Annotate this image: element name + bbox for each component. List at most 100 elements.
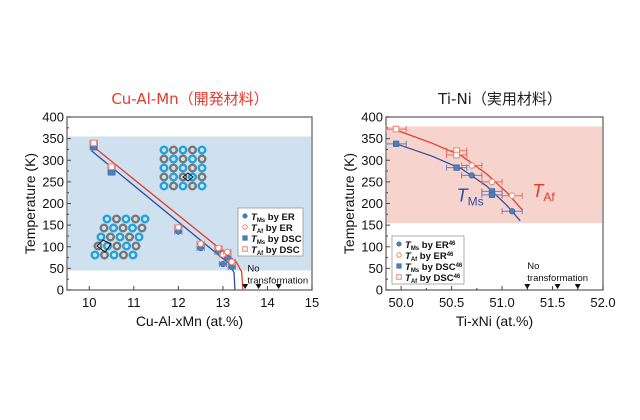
lattice-atom: [130, 214, 140, 224]
x-tick-label: 51.5: [540, 295, 565, 310]
lattice-atom: [159, 172, 169, 182]
x-tick-label: 14: [260, 295, 274, 310]
legend-marker: [396, 241, 402, 247]
legend-box: [237, 207, 304, 257]
legend-marker: [396, 252, 402, 258]
fit-line: [395, 143, 521, 222]
lattice-atom: [187, 154, 197, 164]
lattice-atom: [109, 250, 119, 260]
lattice-atom: [96, 232, 106, 242]
lattice-atom: [178, 172, 188, 182]
data-point: [108, 169, 115, 176]
legend-entry: TAf by DSC: [251, 245, 300, 257]
lattice-atom: [159, 145, 169, 155]
x-tick-label: 12: [171, 295, 185, 310]
x-tick-label: 50.0: [388, 295, 413, 310]
no-transformation-marker: [554, 284, 561, 289]
data-point: [509, 208, 516, 215]
lattice-atom: [159, 181, 169, 191]
legend-entry: TAf by ER: [251, 223, 293, 235]
fit-line: [91, 144, 244, 291]
lattice-atom: [124, 232, 134, 242]
legend-entry: TAf by DSC46: [405, 273, 461, 285]
data-point: [488, 178, 496, 186]
lattice-atom: [134, 232, 144, 242]
legend-entry: TMs by ER: [251, 212, 295, 224]
y-tick-label: 50: [369, 261, 383, 276]
y-tick-label: 150: [361, 218, 383, 233]
no-transformation-label: transformation: [527, 273, 588, 284]
legend-marker: [242, 213, 248, 219]
data-point: [175, 223, 182, 231]
lattice-atom: [187, 163, 197, 173]
lattice-atom: [131, 241, 141, 251]
y-tick-label: 200: [42, 196, 64, 211]
x-tick-label: 51.0: [489, 295, 514, 310]
data-point: [508, 192, 516, 200]
lattice-atom: [137, 223, 147, 233]
y-tick-label: 300: [42, 153, 64, 168]
no-transformation-marker: [242, 284, 249, 289]
right-chart-title: Ti-Ni（実用材料）: [438, 90, 562, 108]
unit-cell: [96, 239, 112, 253]
curve-label: TMs: [457, 185, 484, 208]
legend-marker: [242, 224, 248, 230]
crystal-lattice-illustrations: [90, 145, 207, 260]
lattice-atom: [159, 163, 169, 173]
cu-al-mn-chart: 0 50 100 150 200 250 300 350 400 10 11 12 13 14 15 Cu-A…: [22, 110, 319, 330]
legend-marker: [396, 274, 402, 280]
y-tick-label: 50: [50, 261, 64, 276]
lattice-atom: [112, 241, 122, 251]
x-tick-label: 13: [216, 295, 230, 310]
lattice-atom: [187, 145, 197, 155]
lattice-atom: [178, 154, 188, 164]
no-transformation-label: transformation: [247, 275, 308, 286]
legend-entry: TMs by ER46: [405, 240, 456, 252]
data-point: [453, 164, 460, 171]
shaded-band: [387, 126, 602, 223]
data-point: [488, 191, 496, 198]
no-transformation-marker: [255, 284, 262, 289]
y-tick-label: 200: [361, 196, 383, 211]
lattice-atom: [168, 154, 178, 164]
no-transformation-label: No: [247, 263, 259, 274]
lattice-atom: [99, 223, 109, 233]
lattice-atom: [168, 163, 178, 173]
legend-entry: TMs by DSC: [251, 234, 302, 246]
x-tick-label: 50.5: [439, 295, 464, 310]
data-point: [228, 258, 236, 266]
lattice-atom: [159, 154, 169, 164]
no-transformation-marker: [275, 284, 282, 289]
lattice-atom: [197, 181, 207, 191]
lattice-atom: [127, 223, 137, 233]
x-axis-label: Ti-xNi (at.%): [456, 313, 533, 329]
data-point: [392, 125, 400, 133]
no-transformation-label: No: [527, 261, 539, 272]
legend-box: [391, 235, 465, 285]
data-point: [215, 244, 222, 252]
y-tick-label: 0: [376, 283, 383, 298]
data-point: [468, 162, 476, 169]
lattice-atom: [178, 145, 188, 155]
data-point: [90, 139, 98, 147]
lattice-atom: [115, 232, 125, 242]
legend-entry: TMs by DSC46: [405, 262, 463, 274]
data-point: [468, 172, 475, 179]
lattice-atom: [178, 163, 188, 173]
legend-entry: TAf by ER46: [405, 251, 454, 263]
lattice-atom: [187, 172, 197, 182]
lattice-atom: [105, 232, 115, 242]
lattice-atom: [118, 223, 128, 233]
x-tick-label: 10: [82, 295, 96, 310]
y-tick-label: 0: [57, 283, 64, 298]
lattice-atom: [128, 250, 138, 260]
y-tick-label: 400: [361, 110, 383, 125]
legend-marker: [242, 235, 248, 241]
curve-label: TAf: [532, 181, 555, 204]
data-point: [224, 248, 231, 256]
y-axis-label: Temperature (K): [22, 153, 38, 254]
y-tick-label: 350: [42, 131, 64, 146]
x-axis-label: Cu-Al-xMn (at.%): [136, 313, 243, 329]
y-tick-label: 350: [361, 131, 383, 146]
